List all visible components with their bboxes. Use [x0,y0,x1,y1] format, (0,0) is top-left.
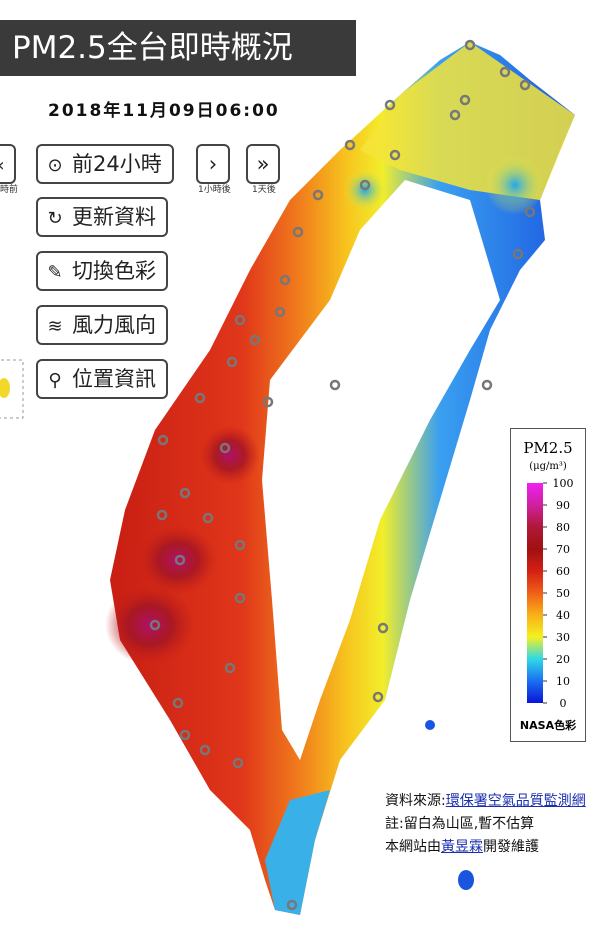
legend-tick-label: 80 [556,521,570,534]
legend-tick-label: 100 [553,477,574,490]
penghu [0,378,10,398]
legend-tick-label: 10 [556,675,570,688]
refresh-label: 更新資料 [72,205,156,229]
legend-unit: (μg/m³) [529,461,567,472]
island-box [0,359,24,419]
legend-tick-label: 0 [560,697,567,710]
legend: PM2.5 (μg/m³) 100 90 80 70 60 50 40 30 20 10 0 NAS… [510,428,586,742]
play-button[interactable]: ⊙ 前24小時 [36,144,174,184]
prev-button[interactable]: ‹ [0,144,16,184]
orchid-island [425,720,435,730]
color-label: 切換色彩 [72,259,156,283]
location-label: 位置資訊 [72,367,156,391]
source-line: 資料來源:環保署空氣品質監測網 [385,790,586,810]
mountain-area [262,180,500,760]
south-tip [265,790,330,915]
hotspot [200,425,260,485]
hotspot [138,525,218,595]
green-island [458,870,474,890]
legend-tick-label: 20 [556,653,570,666]
author-link[interactable]: 黃昱霖 [441,839,483,855]
coolspot [485,155,545,215]
play-label: 前24小時 [72,152,162,176]
legend-tick-label: 50 [556,587,570,600]
title: PM2.5全台即時概況 [0,20,356,76]
legend-scheme: NASA色彩 [519,719,577,732]
source-link[interactable]: 環保署空氣品質監測網 [445,793,586,809]
credit-suffix: 開發維護 [483,839,539,855]
legend-tick-label: 60 [556,565,570,578]
timestamp: 2018年11月09日06:00 [48,101,280,121]
location-button[interactable]: ⚲ 位置資訊 [36,359,168,399]
refresh-button[interactable]: ↻ 更新資料 [36,197,168,237]
legend-tick-label: 40 [556,609,570,622]
legend-title: PM2.5 [523,439,573,457]
wind-label: 風力風向 [72,313,156,337]
next-hour-button[interactable]: › [196,144,230,184]
next-hour-caption: 1小時後 [198,185,231,195]
note: 註:留白為山區,暫不估算 [385,816,535,832]
next-day-caption: 1天後 [252,185,276,195]
next-day-button[interactable]: » [246,144,280,184]
credit-prefix: 本網站由 [385,839,441,855]
stations [149,39,536,911]
wind-button[interactable]: ≋ 風力風向 [36,305,168,345]
prev-caption: 時前 [0,185,19,195]
legend-gradient [527,483,543,703]
legend-tick-label: 30 [556,631,570,644]
legend-tick-label: 70 [556,543,570,556]
credit-line: 本網站由黃昱霖開發維護 [385,836,539,856]
color-button[interactable]: ✎ 切換色彩 [36,251,168,291]
legend-tick-label: 90 [556,499,570,512]
source-label: 資料來源: [385,793,446,809]
